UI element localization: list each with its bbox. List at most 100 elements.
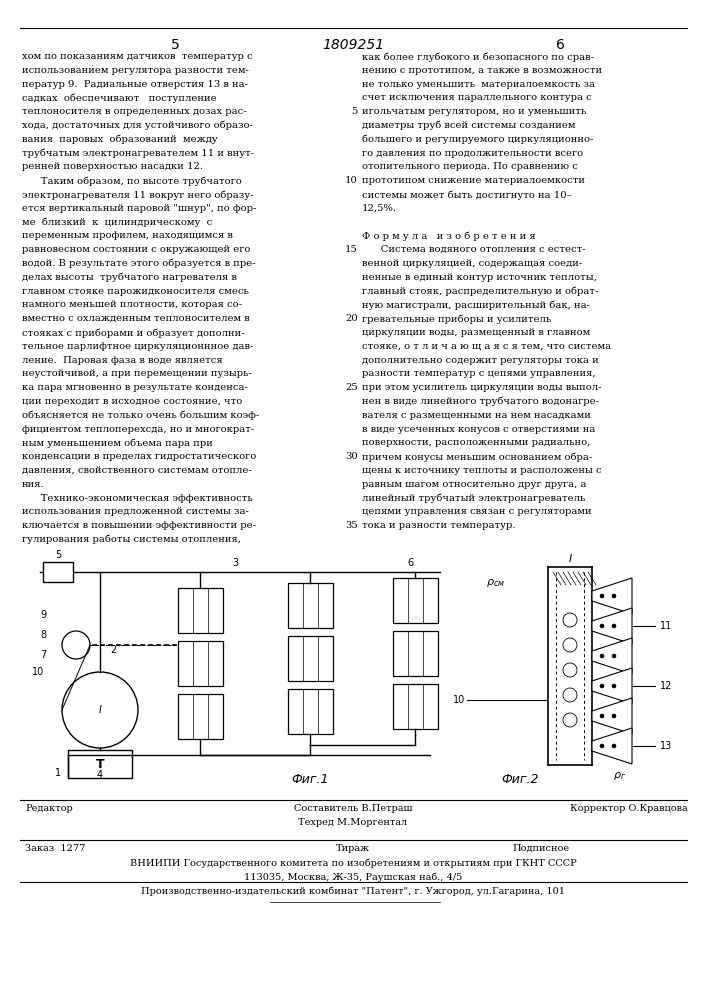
Text: неустойчивой, а при перемещении пузырь-: неустойчивой, а при перемещении пузырь- [22, 369, 252, 378]
Text: Технико-экономическая эффективность: Технико-экономическая эффективность [22, 494, 252, 503]
Text: Техред М.Моргентал: Техред М.Моргентал [298, 818, 407, 827]
Text: трубчатым электронагревателем 11 и внут-: трубчатым электронагревателем 11 и внут- [22, 149, 254, 158]
Text: ренней поверхностью насадки 12.: ренней поверхностью насадки 12. [22, 162, 203, 171]
Polygon shape [592, 668, 632, 704]
Circle shape [600, 714, 604, 718]
Polygon shape [592, 578, 632, 614]
Text: Производственно-издательский комбинат "Патент", г. Ужгород, ул.Гагарина, 101: Производственно-издательский комбинат "П… [141, 886, 565, 896]
Text: гулирования работы системы отопления,: гулирования работы системы отопления, [22, 535, 241, 544]
Text: Заказ  1277: Заказ 1277 [25, 844, 86, 853]
Circle shape [612, 714, 616, 718]
Text: 35: 35 [345, 521, 358, 530]
Text: большего и регулируемого циркуляционно-: большего и регулируемого циркуляционно- [362, 135, 593, 144]
Text: Фиг.2: Фиг.2 [501, 773, 539, 786]
Polygon shape [592, 638, 632, 674]
Text: ключается в повышении эффективности ре-: ключается в повышении эффективности ре- [22, 521, 256, 530]
Text: 11: 11 [660, 621, 672, 631]
Circle shape [612, 654, 616, 658]
Circle shape [612, 684, 616, 688]
Text: системы может быть достигнуто на 10–: системы может быть достигнуто на 10– [362, 190, 572, 200]
Circle shape [612, 744, 616, 748]
Text: ление.  Паровая фаза в воде является: ление. Паровая фаза в воде является [22, 356, 223, 365]
Text: 30: 30 [345, 452, 358, 461]
Text: главный стояк, распределительную и обрат-: главный стояк, распределительную и обрат… [362, 287, 598, 296]
Text: Фиг.1: Фиг.1 [291, 773, 329, 786]
Text: счет исключения параллельного контура с: счет исключения параллельного контура с [362, 93, 592, 102]
Text: щены к источнику теплоты и расположены с: щены к источнику теплоты и расположены с [362, 466, 602, 475]
Text: Ф о р м у л а   и з о б р е т е н и я: Ф о р м у л а и з о б р е т е н и я [362, 231, 536, 241]
Text: 10: 10 [32, 667, 44, 677]
Text: дополнительно содержит регуляторы тока и: дополнительно содержит регуляторы тока и [362, 356, 599, 365]
Text: 1: 1 [55, 768, 61, 778]
Text: хода, достаточных для устойчивого образо-: хода, достаточных для устойчивого образо… [22, 121, 253, 130]
Text: стояках с приборами и образует дополни-: стояках с приборами и образует дополни- [22, 328, 245, 338]
Text: I: I [568, 554, 572, 564]
Text: давления, свойственного системам отопле-: давления, свойственного системам отопле- [22, 466, 252, 475]
Text: гревательные приборы и усилитель: гревательные приборы и усилитель [362, 314, 551, 324]
Text: Редактор: Редактор [25, 804, 73, 813]
Text: равновесном состоянии с окружающей его: равновесном состоянии с окружающей его [22, 245, 250, 254]
Text: 113035, Москва, Ж-35, Раушская наб., 4/5: 113035, Москва, Ж-35, Раушская наб., 4/5 [244, 872, 462, 882]
Polygon shape [592, 608, 632, 644]
Text: 10: 10 [345, 176, 358, 185]
Text: ператур 9.  Радиальные отверстия 13 в на-: ператур 9. Радиальные отверстия 13 в на- [22, 80, 248, 89]
Text: го давления по продолжительности всего: го давления по продолжительности всего [362, 149, 583, 158]
Text: теплоносителя в определенных дозах рас-: теплоносителя в определенных дозах рас- [22, 107, 247, 116]
Text: 25: 25 [345, 383, 358, 392]
Text: 15: 15 [345, 245, 358, 254]
Text: объясняется не только очень большим коэф-: объясняется не только очень большим коэф… [22, 411, 259, 420]
Text: нению с прототипом, а также в возможности: нению с прототипом, а также в возможност… [362, 66, 602, 75]
Bar [177, 641, 223, 686]
Polygon shape [592, 698, 632, 734]
Text: ется вертикальный паровой "шнур", по фор-: ется вертикальный паровой "шнур", по фор… [22, 204, 257, 213]
Text: 6: 6 [556, 38, 564, 52]
Text: 10: 10 [452, 695, 465, 705]
Text: главном стояке парожидконосителя смесь: главном стояке парожидконосителя смесь [22, 287, 249, 296]
Text: диаметры труб всей системы созданием: диаметры труб всей системы созданием [362, 121, 575, 130]
Text: циркуляции воды, размещенный в главном: циркуляции воды, размещенный в главном [362, 328, 590, 337]
Text: использованием регулятора разности тем-: использованием регулятора разности тем- [22, 66, 249, 75]
Text: 12,5%.: 12,5%. [362, 204, 397, 213]
Text: нен в виде линейного трубчатого водонагре-: нен в виде линейного трубчатого водонагр… [362, 397, 599, 406]
Text: 20: 20 [345, 314, 358, 323]
Text: прототипом снижение материалоемкости: прототипом снижение материалоемкости [362, 176, 585, 185]
Text: в виде усеченных конусов с отверстиями на: в виде усеченных конусов с отверстиями н… [362, 425, 595, 434]
Text: Таким образом, по высоте трубчатого: Таким образом, по высоте трубчатого [22, 176, 242, 186]
Polygon shape [592, 728, 632, 764]
Text: ненные в единый контур источник теплоты,: ненные в единый контур источник теплоты, [362, 273, 597, 282]
Text: намного меньшей плотности, которая со-: намного меньшей плотности, которая со- [22, 300, 242, 309]
Text: 3: 3 [232, 558, 238, 568]
Text: Составитель В.Петраш: Составитель В.Петраш [293, 804, 412, 813]
Text: 5: 5 [55, 550, 61, 560]
Text: ме  близкий  к  цилиндрическому  с: ме близкий к цилиндрическому с [22, 218, 212, 227]
Text: ка пара мгновенно в результате конденса-: ка пара мгновенно в результате конденса- [22, 383, 248, 392]
Text: 5: 5 [351, 107, 358, 116]
Text: садках  обеспечивают   поступление: садках обеспечивают поступление [22, 93, 216, 103]
Text: 13: 13 [660, 741, 672, 751]
Text: ВНИИПИ Государственного комитета по изобретениям и открытиям при ГКНТ СССР: ВНИИПИ Государственного комитета по изоб… [129, 858, 576, 867]
Text: 6: 6 [407, 558, 413, 568]
Text: электронагревателя 11 вокруг него образу-: электронагревателя 11 вокруг него образу… [22, 190, 254, 200]
Text: игольчатым регулятором, но и уменьшить: игольчатым регулятором, но и уменьшить [362, 107, 586, 116]
Text: 8: 8 [40, 630, 46, 640]
Text: Тираж: Тираж [336, 844, 370, 853]
Text: при этом усилитель циркуляции воды выпол-: при этом усилитель циркуляции воды выпол… [362, 383, 602, 392]
Text: ции переходит в исходное состояние, что: ции переходит в исходное состояние, что [22, 397, 243, 406]
Text: вместно с охлажденным теплоносителем в: вместно с охлажденным теплоносителем в [22, 314, 250, 323]
Bar [392, 684, 438, 729]
Circle shape [612, 594, 616, 598]
Text: $\rho_{см}$: $\rho_{см}$ [486, 577, 505, 589]
Text: $\rho_{г}$: $\rho_{г}$ [614, 770, 626, 782]
Bar [177, 694, 223, 739]
Bar [68, 750, 132, 778]
Text: 7: 7 [40, 650, 46, 660]
Text: поверхности, расположенными радиально,: поверхности, расположенными радиально, [362, 438, 590, 447]
Circle shape [612, 624, 616, 628]
Bar [392, 578, 438, 623]
Text: цепями управления связан с регуляторами: цепями управления связан с регуляторами [362, 507, 592, 516]
Text: использования предложенной системы за-: использования предложенной системы за- [22, 507, 249, 516]
Text: Система водяного отопления с естест-: Система водяного отопления с естест- [362, 245, 585, 254]
Text: 4: 4 [97, 770, 103, 780]
Circle shape [600, 594, 604, 598]
Bar [43, 562, 73, 582]
